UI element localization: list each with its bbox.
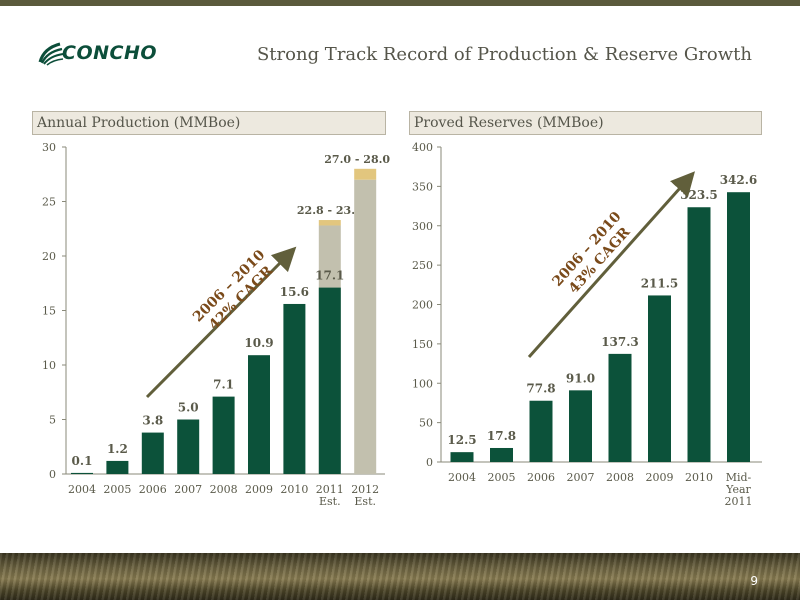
reserves-x-sublabel-7: Year xyxy=(725,483,751,496)
production-chart-title: Annual Production (MMBoe) xyxy=(32,111,386,135)
reserves-value-label-1: 17.8 xyxy=(487,429,516,443)
reserves-x-tick-1: 2005 xyxy=(488,471,516,484)
production-estimate-label-2012: 27.0 - 28.0 xyxy=(324,153,390,166)
production-estimate-range-2011 xyxy=(318,220,341,226)
reserves-y-tick-label: 50 xyxy=(419,417,433,430)
reserves-bar-0 xyxy=(450,452,474,462)
reserves-x-tick-7: Mid- xyxy=(726,471,752,484)
reserves-x-tick-4: 2008 xyxy=(606,471,634,484)
reserves-y-tick-label: 250 xyxy=(412,259,433,272)
reserves-bar-1 xyxy=(490,447,513,462)
production-value-label-2005: 1.2 xyxy=(107,442,128,456)
production-y-tick-label: 15 xyxy=(42,305,56,318)
reserves-cagr-annotation: 2006 – 201043% CAGR xyxy=(549,209,637,302)
reserves-y-tick-label: 100 xyxy=(412,377,433,390)
reserves-chart-title: Proved Reserves (MMBoe) xyxy=(409,111,762,135)
reserves-y-tick-label: 350 xyxy=(412,180,433,193)
production-growth-arrow xyxy=(145,246,297,399)
production-value-label-2009: 10.9 xyxy=(244,336,273,350)
production-y-tick-label: 25 xyxy=(42,196,56,209)
logo-sunburst-icon xyxy=(38,42,64,66)
reserves-bar-7 xyxy=(727,192,750,462)
reserves-value-label-7: 342.6 xyxy=(720,173,758,187)
production-bar-2005 xyxy=(106,460,129,474)
reserves-bar-4 xyxy=(608,353,632,462)
production-value-label-2004: 0.1 xyxy=(72,454,93,468)
production-value-label-2011: 17.1 xyxy=(315,269,344,283)
reserves-x-tick-2: 2006 xyxy=(527,471,555,484)
reserves-bar-6 xyxy=(687,207,711,462)
slide-title: Strong Track Record of Production & Rese… xyxy=(256,44,752,65)
reserves-y-tick-label: 200 xyxy=(412,299,433,312)
production-x-tick-2005: 2005 xyxy=(103,483,131,496)
reserves-bar-3 xyxy=(569,390,592,462)
production-x-tick-2011: 2011 xyxy=(316,483,344,496)
production-x-tick-2012: 2012 xyxy=(351,483,379,496)
logo-text: CONCHO xyxy=(62,42,157,64)
production-value-label-2006: 3.8 xyxy=(142,414,163,428)
production-y-tick-label: 5 xyxy=(49,414,56,427)
production-estimate-bar-2012 xyxy=(354,179,377,474)
production-bar-2008 xyxy=(212,396,235,474)
production-x-tick-2006: 2006 xyxy=(139,483,167,496)
top-accent-bar xyxy=(0,0,800,6)
production-value-label-2007: 5.0 xyxy=(178,401,199,415)
reserves-value-label-4: 137.3 xyxy=(601,335,639,349)
concho-logo: CONCHO xyxy=(38,40,178,66)
reserves-y-tick-label: 400 xyxy=(412,141,433,154)
reserves-bar-5 xyxy=(648,295,671,462)
production-y-tick-label: 20 xyxy=(42,250,56,263)
production-bar-2010 xyxy=(283,303,306,474)
production-y-tick-label: 30 xyxy=(42,141,56,154)
production-x-tick-2010: 2010 xyxy=(280,483,308,496)
production-bar-2009 xyxy=(248,355,270,474)
production-x-sublabel-2012: Est. xyxy=(354,495,376,508)
production-value-label-2008: 7.1 xyxy=(213,378,234,392)
reserves-value-label-0: 12.5 xyxy=(447,433,476,447)
production-x-tick-2007: 2007 xyxy=(174,483,202,496)
footer-photo-band xyxy=(0,553,800,600)
production-bar-2011 xyxy=(318,287,341,474)
reserves-value-label-3: 91.0 xyxy=(566,371,595,385)
production-x-tick-2009: 2009 xyxy=(245,483,273,496)
production-estimate-range-2012 xyxy=(354,168,377,180)
production-x-sublabel-2011: Est. xyxy=(319,495,341,508)
reserves-x-tick-3: 2007 xyxy=(567,471,595,484)
reserves-value-label-2: 77.8 xyxy=(526,382,555,396)
reserves-x-tick-5: 2009 xyxy=(646,471,674,484)
reserves-x-tick-6: 2010 xyxy=(685,471,713,484)
footer-texture xyxy=(0,553,800,600)
production-value-label-2010: 15.6 xyxy=(280,285,309,299)
reserves-growth-arrow xyxy=(527,171,695,358)
reserves-bar-2 xyxy=(529,400,553,462)
production-bar-2006 xyxy=(141,432,164,474)
reserves-x-sublabel2-7: 2011 xyxy=(725,495,753,508)
production-y-tick-label: 10 xyxy=(42,359,56,372)
production-bar-2007 xyxy=(177,419,200,474)
production-cagr-annotation: 2006 – 201042% CAGR xyxy=(190,247,280,337)
reserves-x-tick-0: 2004 xyxy=(448,471,476,484)
production-x-tick-2008: 2008 xyxy=(210,483,238,496)
production-y-tick-label: 0 xyxy=(49,468,56,481)
production-bar-2004 xyxy=(71,472,93,474)
reserves-y-tick-label: 300 xyxy=(412,220,433,233)
reserves-y-tick-label: 0 xyxy=(426,456,433,469)
page-number: 9 xyxy=(750,574,758,588)
reserves-value-label-6: 323.5 xyxy=(680,188,718,202)
production-x-tick-2004: 2004 xyxy=(68,483,96,496)
reserves-value-label-5: 211.5 xyxy=(641,276,679,290)
reserves-y-tick-label: 150 xyxy=(412,338,433,351)
production-estimate-label-2011: 22.8 - 23.3 xyxy=(297,204,363,217)
